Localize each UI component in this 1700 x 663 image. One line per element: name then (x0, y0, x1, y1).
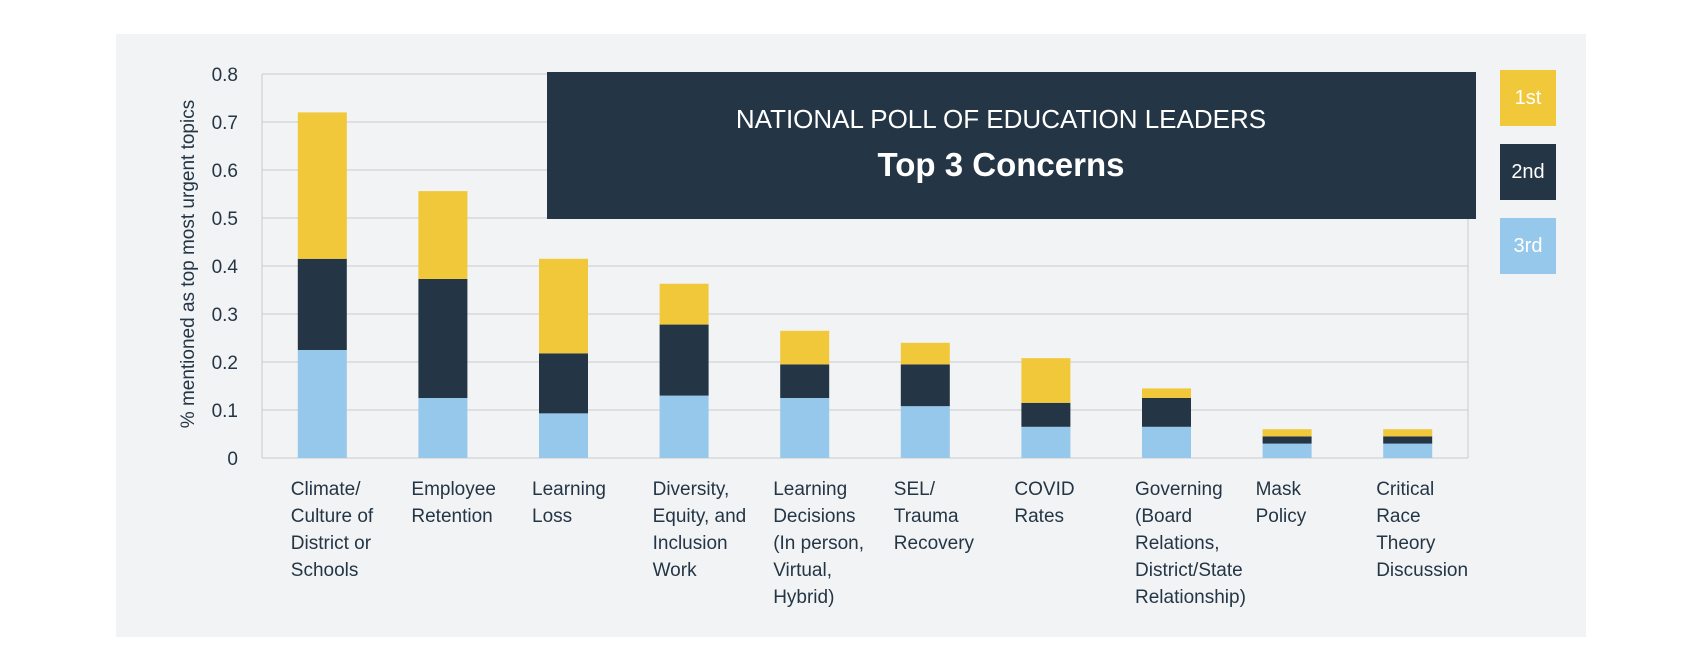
bar-segment-1st (1142, 388, 1191, 398)
x-tick-label: Culture of (291, 506, 374, 527)
legend-label-3rd: 3rd (1513, 234, 1543, 257)
bar-segment-2nd (900, 364, 950, 407)
y-tick-label: 0.5 (212, 209, 238, 230)
x-tick-label: Recovery (894, 533, 975, 554)
bar-segment-3rd (418, 398, 468, 458)
x-tick-label: Critical (1376, 479, 1434, 500)
x-tick-label: District/State (1135, 560, 1243, 581)
bar-segment-1st (1383, 429, 1433, 437)
x-tick-label: Equity, and (653, 506, 747, 527)
legend-item-1st: 1st (1500, 70, 1556, 126)
bar-segment-2nd (780, 364, 830, 398)
bar-segment-1st (659, 283, 709, 325)
bar-segment-2nd (1262, 436, 1312, 444)
x-tick-label: Virtual, (773, 560, 832, 581)
bar-segment-3rd (1262, 443, 1312, 458)
bar-segment-1st (1262, 429, 1312, 437)
bar-segment-1st (780, 330, 830, 365)
x-tick-labels: Climate/Culture of District or Schools Empl… (291, 479, 1468, 608)
x-tick-label: District or (291, 533, 372, 554)
x-tick-label: Trauma (894, 506, 959, 527)
x-tick-label: (In person, (773, 533, 864, 554)
bar-segment-2nd (1021, 402, 1071, 427)
y-tick-label: 0.2 (212, 353, 238, 374)
y-tick-label: 0.7 (212, 113, 238, 134)
x-tick-label: Work (653, 560, 697, 581)
x-tick-label: Policy (1256, 506, 1307, 527)
bar-segment-3rd (780, 398, 830, 458)
chart-subtitle: Top 3 Concerns (878, 146, 1125, 183)
y-axis-label: % mentioned as top most urgent topics (178, 100, 199, 428)
x-tick-label: Inclusion (653, 533, 728, 554)
bar-segment-2nd (539, 353, 588, 414)
x-tick-label: Employee (411, 479, 496, 500)
y-tick-label: 0.6 (212, 161, 238, 182)
x-tick-label: Climate/ (291, 479, 361, 500)
x-tick-label: Diversity, (653, 479, 730, 500)
y-tick-label: 0.1 (212, 401, 238, 422)
y-tick-labels: 0 0.1 0.2 0.3 0.4 0.5 0.6 0.7 0.8 (212, 65, 239, 470)
x-tick-label: Race (1376, 506, 1420, 527)
bar-segment-2nd (297, 258, 347, 350)
y-tick-label: 0.4 (212, 257, 239, 278)
x-tick-label: Relationship) (1135, 587, 1246, 608)
x-tick-label: Retention (411, 506, 492, 527)
bar-segment-3rd (1383, 443, 1433, 458)
bar-segment-3rd (297, 350, 347, 458)
y-tick-label: 0.3 (212, 305, 238, 326)
x-tick-label: Decisions (773, 506, 855, 527)
bar-segment-1st (297, 112, 347, 259)
x-tick-label: Schools (291, 560, 359, 581)
x-tick-label: Learning (532, 479, 606, 500)
legend-item-2nd: 2nd (1500, 144, 1556, 200)
bar-segment-1st (900, 342, 950, 365)
y-tick-label: 0.8 (212, 65, 238, 86)
bar-segment-3rd (539, 413, 588, 458)
title-banner (547, 72, 1476, 219)
bar-segment-3rd (1021, 426, 1071, 458)
bar-segment-2nd (659, 324, 709, 396)
bar-segment-3rd (900, 406, 950, 458)
bar-segment-2nd (418, 278, 468, 398)
bar-segment-3rd (1142, 426, 1191, 458)
x-tick-label: Discussion (1376, 560, 1468, 581)
x-tick-label: Relations, (1135, 533, 1220, 554)
legend-label-1st: 1st (1514, 86, 1542, 109)
bar-segment-1st (418, 191, 468, 279)
bar-segment-3rd (659, 395, 709, 458)
bar-segment-1st (539, 258, 588, 354)
y-tick-label: 0 (227, 449, 238, 470)
x-tick-label: Rates (1014, 506, 1064, 527)
x-tick-label: SEL/ (894, 479, 936, 500)
legend-label-2nd: 2nd (1511, 160, 1545, 183)
x-tick-label: Theory (1376, 533, 1436, 554)
x-tick-label: Loss (532, 506, 572, 527)
bar-segment-1st (1021, 358, 1071, 403)
x-tick-label: Hybrid) (773, 587, 834, 608)
x-tick-label: COVID (1014, 479, 1074, 500)
legend-item-3rd: 3rd (1500, 218, 1556, 274)
x-tick-label: Mask (1256, 479, 1302, 500)
bar-segment-2nd (1142, 398, 1191, 427)
bar-segment-2nd (1383, 436, 1433, 444)
bars (297, 112, 1433, 458)
x-tick-label: (Board (1135, 506, 1192, 527)
x-tick-label: Governing (1135, 479, 1223, 500)
x-tick-label: Learning (773, 479, 847, 500)
chart-title: NATIONAL POLL OF EDUCATION LEADERS (736, 104, 1266, 134)
